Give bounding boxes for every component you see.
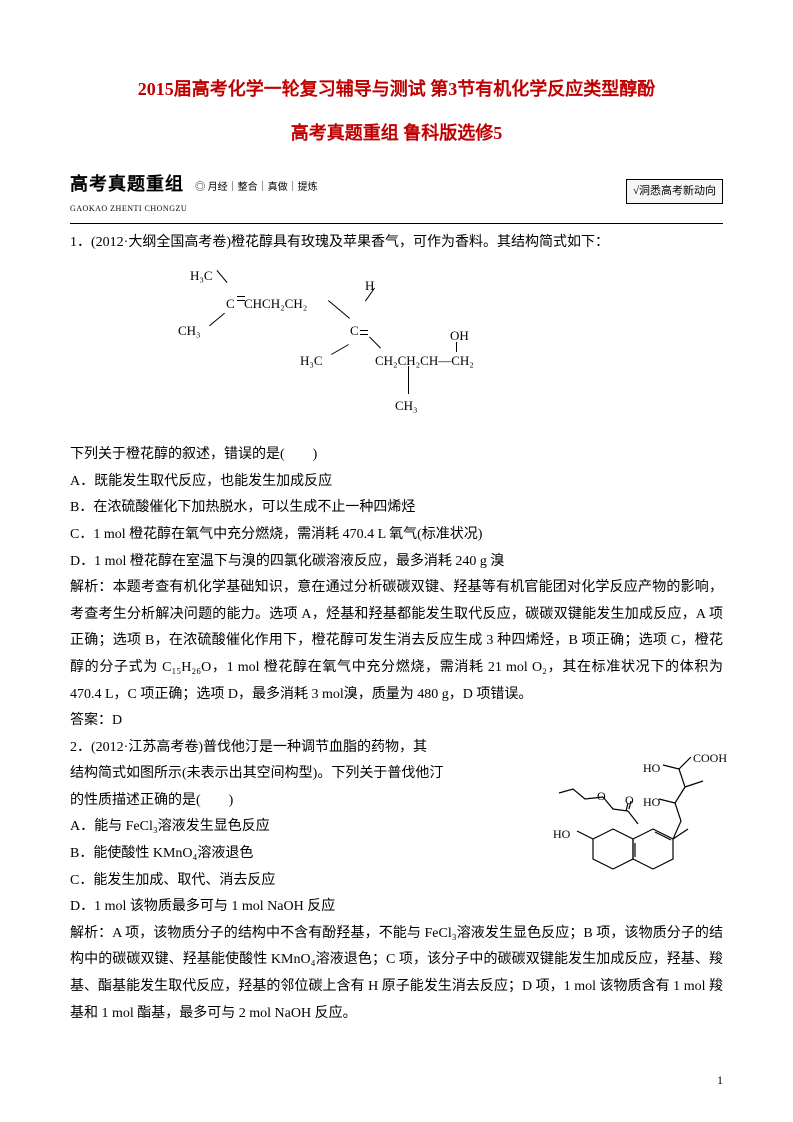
banner-left: 高考真题重组 GAOKAO ZHENTI CHONGZU ◎ 月经｜整合｜真做｜… [70,167,318,216]
banner-pinyin: GAOKAO ZHENTI CHONGZU [70,201,187,216]
q1-stem: 1．(2012·大纲全国高考卷)橙花醇具有玫瑰及苹果香气，可作为香料。其结构简式… [70,230,723,257]
banner-right: √洞悉高考新动向 [626,179,723,204]
q1-prompt: 下列关于橙花醇的叙述，错误的是( ) [70,442,723,469]
chem-label: O [625,789,634,812]
chem-label: CHCH₂CH₂ [244,292,307,317]
chem-label: COOH [693,747,727,770]
title-sub: 高考真题重组 鲁科版选修5 [70,114,723,154]
q1-optB: B．在浓硫酸催化下加热脱水，可以生成不止一种四烯烃 [70,495,723,522]
chem-label: CH₃ [178,319,201,344]
chem-label: HO [643,791,660,814]
q2-wrap: HO HO HO COOH O O 2．(2012·江苏高考卷)普伐他汀是一种调… [70,735,723,1028]
chem-label: C [226,292,235,317]
chem-label: CH₃ [395,394,418,419]
q2-structure: HO HO HO COOH O O [543,729,733,899]
q2-optB: B．能使酸性 KMnO₄溶液退色 [70,841,523,868]
banner-title: 高考真题重组 [70,167,187,201]
q2-stem3: 的性质描述正确的是( ) [70,788,523,815]
chem-label: CH₂CH₂CH—CH₂ [375,349,474,374]
divider [70,223,723,224]
chem-label: H₃C [190,264,213,289]
q2-stem2: 结构简式如图所示(未表示出其空间构型)。下列关于普伐他汀 [70,761,523,788]
q1-structure: H₃C CH₃ C CHCH₂CH₂ H C H₃C CH₂CH₂CH—CH₂ … [150,264,530,434]
q1-optC: C．1 mol 橙花醇在氧气中充分燃烧，需消耗 470.4 L 氧气(标准状况) [70,522,723,549]
q1-optD: D．1 mol 橙花醇在室温下与溴的四氯化碳溶液反应，最多消耗 240 g 溴 [70,549,723,576]
q2-analysis: 解析：A 项，该物质分子的结构中不含有酚羟基，不能与 FeCl₃溶液发生显色反应… [70,921,723,1027]
chem-label: OH [450,324,469,349]
chem-label: O [597,785,606,808]
q2-optA: A．能与 FeCl₃溶液发生显色反应 [70,814,523,841]
q2-optC: C．能发生加成、取代、消去反应 [70,868,523,895]
title-main: 2015届高考化学一轮复习辅导与测试 第3节有机化学反应类型醇酚 [70,70,723,110]
chem-label: HO [643,757,660,780]
q1-analysis: 解析：本题考查有机化学基础知识，意在通过分析碳碳双键、羟基等有机官能团对化学反应… [70,575,723,708]
q2-stem1: 2．(2012·江苏高考卷)普伐他汀是一种调节血脂的药物，其 [70,735,523,762]
banner-side: ◎ 月经｜整合｜真做｜提炼 [195,178,318,197]
chem-label: C [350,319,359,344]
chem-label: HO [553,823,570,846]
page-number: 1 [717,1069,723,1092]
q1-optA: A．既能发生取代反应，也能发生加成反应 [70,469,723,496]
chem-label: H₃C [300,349,323,374]
section-banner: 高考真题重组 GAOKAO ZHENTI CHONGZU ◎ 月经｜整合｜真做｜… [70,167,723,216]
